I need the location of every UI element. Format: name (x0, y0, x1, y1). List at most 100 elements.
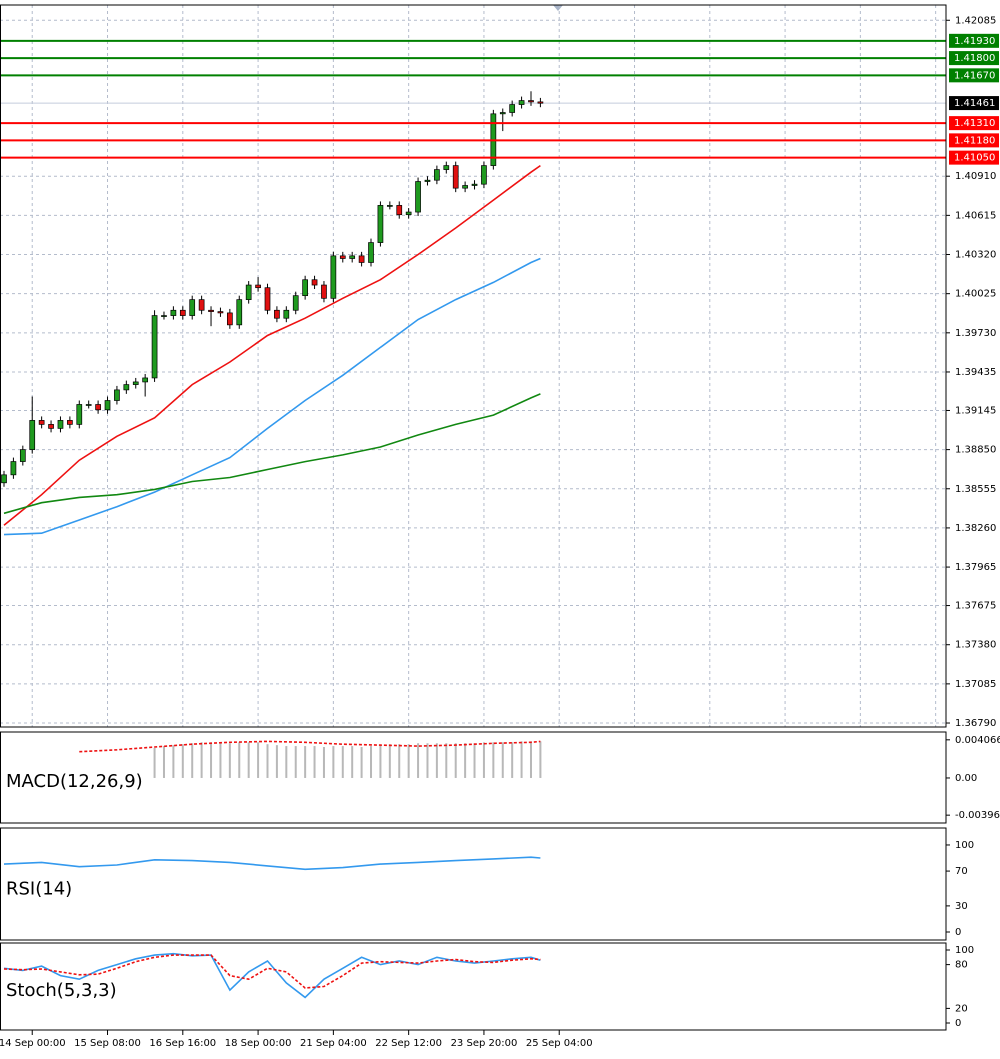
macd-bar (388, 744, 391, 778)
candle-body (208, 309, 214, 312)
candle-body (274, 309, 280, 319)
panel-title: MACD(12,26,9) (6, 771, 143, 792)
macd-bar (360, 747, 363, 778)
y-tick-label: 0 (955, 1018, 961, 1029)
y-tick-label: 1.37675 (955, 601, 996, 612)
level-label-box (949, 68, 999, 83)
candle-body (528, 100, 534, 103)
y-tick-label: 1.40910 (955, 171, 996, 182)
candle-body (151, 315, 158, 379)
macd-bar (153, 747, 156, 778)
candle-body (321, 284, 327, 299)
macd-bar (426, 743, 429, 778)
candle-body (132, 381, 139, 385)
panel-frame (0, 942, 947, 1031)
candle-body (57, 420, 64, 429)
macd-bar (417, 743, 420, 778)
level-label: 1.41180 (954, 135, 995, 146)
y-tick-label: 80 (955, 960, 968, 971)
macd-bar (219, 742, 222, 778)
candle-body (245, 284, 252, 300)
x-tick-label: 23 Sep 20:00 (451, 1038, 518, 1049)
panel-title: RSI(14) (6, 879, 72, 900)
candle-body (339, 255, 346, 259)
candle-body (10, 461, 17, 476)
candle-body (302, 279, 308, 297)
y-tick-label: 0 (955, 927, 961, 938)
candle-body (85, 404, 92, 406)
level-label: 1.41800 (954, 53, 995, 64)
candle-body (311, 279, 318, 286)
level-label-box (949, 51, 999, 66)
candle-body (386, 205, 393, 207)
candle-body (434, 169, 440, 181)
macd-bar (313, 746, 316, 778)
y-tick-label: 1.38555 (955, 484, 996, 495)
macd-bar (435, 743, 438, 778)
y-tick-label: 1.40320 (955, 250, 996, 261)
macd-bar (454, 743, 457, 778)
y-tick-label: 0.004066 (955, 735, 1000, 746)
level-label-box (949, 33, 999, 48)
y-tick-label: 30 (955, 901, 968, 912)
candle-body (330, 255, 337, 299)
macd-bar (228, 743, 231, 778)
panel-title: Stoch(5,3,3) (6, 980, 117, 1001)
candle-body (377, 205, 384, 243)
candle-body (415, 181, 421, 213)
y-tick-label: 70 (955, 866, 968, 877)
candle-body (123, 384, 130, 391)
x-tick-label: 22 Sep 12:00 (375, 1038, 442, 1049)
macd-bar (492, 742, 495, 778)
x-tick-label: 18 Sep 00:00 (225, 1038, 292, 1049)
y-tick-label: 1.36790 (955, 718, 996, 729)
candle-body (38, 420, 45, 425)
level-label-box (949, 133, 999, 148)
macd-bar (322, 747, 325, 778)
candle-body (142, 377, 149, 383)
macd-bar (370, 746, 373, 778)
macd-bar (539, 741, 542, 778)
candle-body (19, 449, 26, 462)
y-tick-label: 100 (955, 945, 974, 956)
macd-bar (266, 744, 269, 778)
candle-body (1, 474, 7, 484)
macd-bar (247, 742, 250, 778)
x-tick-label: 15 Sep 08:00 (74, 1038, 141, 1049)
candle-body (481, 165, 487, 185)
candle-body (189, 299, 196, 316)
level-label: 1.41670 (954, 70, 995, 81)
candle-body (462, 185, 468, 189)
candle-body (349, 255, 356, 259)
macd-bar (473, 743, 476, 778)
moving-average (3, 393, 541, 515)
candle-body (283, 309, 290, 319)
y-tick-label: 1.37085 (955, 679, 996, 690)
panel-frame (0, 731, 947, 824)
macd-bar (398, 744, 401, 778)
macd-bar (191, 743, 194, 778)
y-tick-label: 1.38850 (955, 445, 996, 456)
y-tick-label: 1.37965 (955, 562, 996, 573)
macd-bar (341, 746, 344, 778)
macd-bar (482, 742, 485, 778)
y-tick-label: 1.42085 (955, 15, 996, 26)
macd-bar (294, 746, 297, 778)
candle-body (368, 242, 374, 263)
candle-body (198, 299, 205, 311)
indicator-line (3, 952, 541, 999)
macd-bar (172, 745, 175, 778)
level-label: 1.41930 (954, 36, 995, 47)
level-label: 1.41310 (954, 118, 995, 129)
y-tick-label: 1.38260 (955, 523, 996, 534)
y-tick-label: 0.00 (955, 773, 977, 784)
candle-body (29, 420, 36, 450)
moving-average (3, 164, 541, 526)
candle-body (358, 255, 365, 263)
y-tick-label: 1.40615 (955, 210, 996, 221)
last-price-label: 1.41461 (954, 98, 995, 109)
macd-bar (520, 741, 523, 778)
candle-body (48, 424, 54, 429)
y-tick-label: 100 (955, 840, 974, 851)
